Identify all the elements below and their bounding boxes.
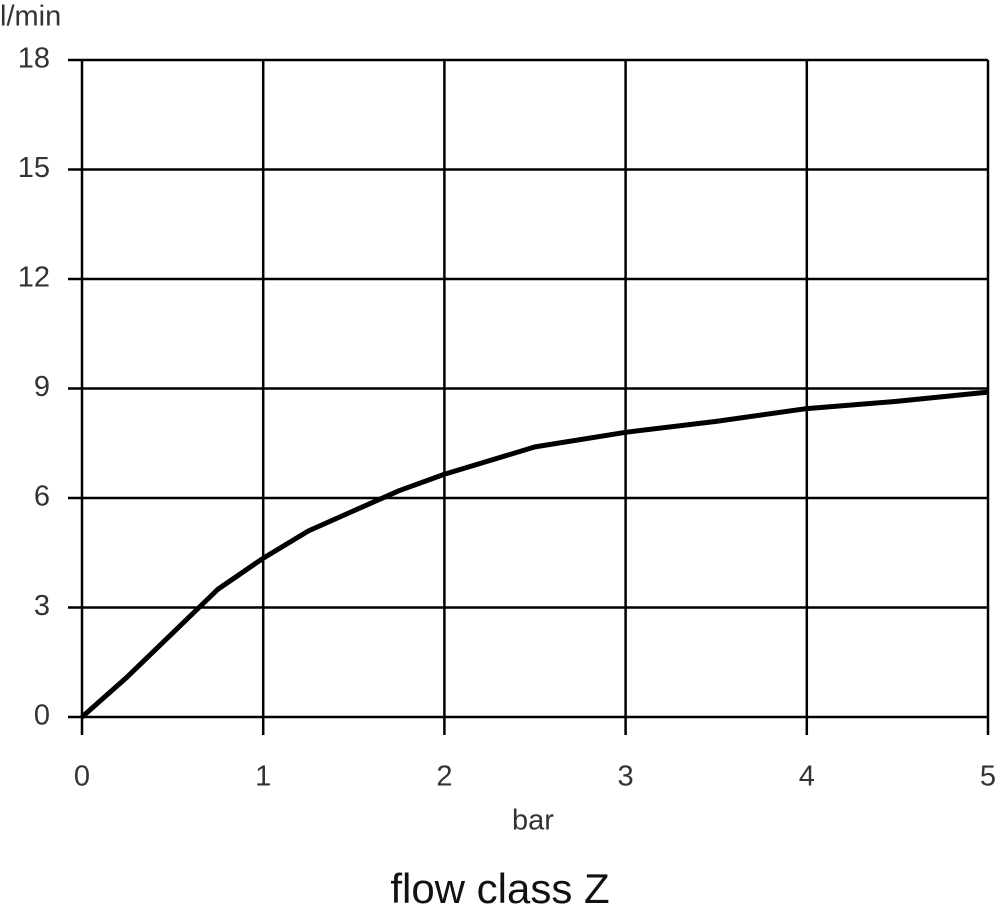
y-tick-label: 15 bbox=[18, 152, 50, 184]
x-tick-label: 4 bbox=[799, 761, 815, 793]
y-tick-label: 0 bbox=[34, 700, 50, 732]
y-tick-label: 9 bbox=[34, 371, 50, 403]
x-tick-label: 0 bbox=[74, 761, 90, 793]
x-axis-label: bar bbox=[512, 805, 554, 837]
x-tick-label: 3 bbox=[618, 761, 634, 793]
y-tick-label: 12 bbox=[18, 262, 50, 294]
x-tick-label: 5 bbox=[980, 761, 996, 793]
x-tick-label: 1 bbox=[255, 761, 271, 793]
y-tick-label: 3 bbox=[34, 590, 50, 622]
x-tick-label: 2 bbox=[436, 761, 452, 793]
data-line bbox=[80, 389, 989, 719]
y-axis-label: l/min bbox=[0, 1, 61, 33]
y-tick-label: 6 bbox=[34, 481, 50, 513]
chart-title: flow class Z bbox=[390, 865, 609, 912]
y-tick-label: 18 bbox=[18, 43, 50, 75]
